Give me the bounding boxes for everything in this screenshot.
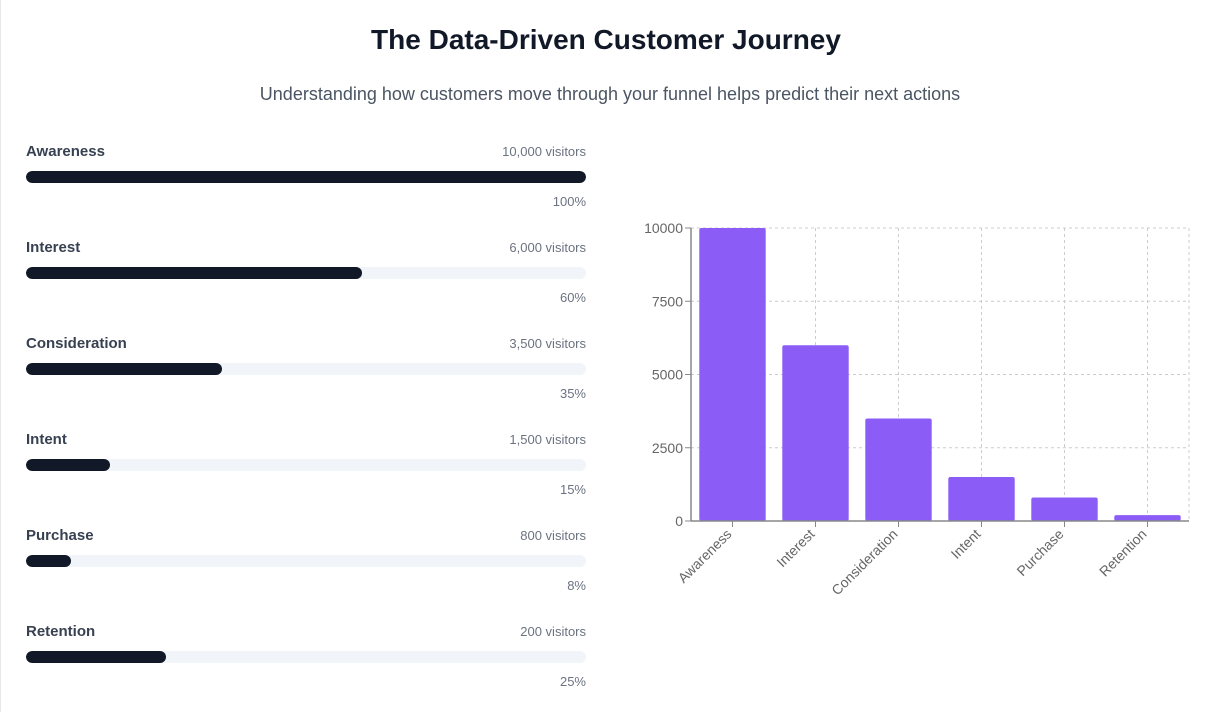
stage-percent: 100%	[552, 194, 586, 209]
funnel-stage: Awareness 10,000 visitors 100%	[26, 143, 586, 239]
progress-track	[26, 651, 586, 663]
bar	[1114, 515, 1181, 521]
x-tick-label: Retention	[1096, 526, 1150, 580]
stage-name: Retention	[26, 623, 96, 640]
stage-percent: 35%	[559, 386, 586, 401]
stage-count: 1,500 visitors	[509, 432, 586, 447]
y-tick-label: 5000	[652, 367, 683, 383]
bar	[1031, 497, 1098, 521]
stage-name: Interest	[26, 239, 81, 256]
progress-fill	[26, 459, 110, 471]
x-tick-label: Consideration	[828, 526, 900, 598]
stage-count: 3,500 visitors	[509, 336, 586, 351]
progress-track	[26, 267, 586, 279]
stage-name: Consideration	[26, 335, 127, 352]
x-tick-label: Purchase	[1013, 526, 1066, 579]
y-tick-label: 10000	[644, 220, 683, 236]
stage-count: 6,000 visitors	[509, 240, 586, 255]
stage-count: 200 visitors	[520, 624, 586, 639]
page-subtitle: Understanding how customers move through…	[259, 84, 961, 104]
x-tick-label: Interest	[773, 526, 817, 570]
page-title: The Data-Driven Customer Journey	[371, 24, 841, 55]
funnel-stages: Awareness 10,000 visitors 100% Interest 6,0…	[26, 143, 586, 719]
bar	[782, 345, 849, 521]
stage-count: 800 visitors	[520, 528, 586, 543]
progress-fill	[26, 555, 71, 567]
progress-track	[26, 555, 586, 567]
progress-fill	[26, 363, 222, 375]
progress-fill	[26, 651, 166, 663]
progress-track	[26, 363, 586, 375]
progress-fill	[26, 267, 362, 279]
funnel-stage: Retention 200 visitors 25%	[26, 623, 586, 719]
funnel-stage: Interest 6,000 visitors 60%	[26, 239, 586, 335]
funnel-stage: Purchase 800 visitors 8%	[26, 527, 586, 623]
y-tick-label: 0	[675, 513, 683, 529]
bar	[948, 477, 1015, 521]
stage-name: Awareness	[26, 143, 105, 160]
stage-percent: 25%	[559, 674, 586, 689]
y-tick-label: 7500	[652, 293, 683, 309]
y-tick-label: 2500	[652, 440, 683, 456]
progress-fill	[26, 171, 586, 183]
stage-percent: 15%	[559, 482, 586, 497]
progress-track	[26, 171, 586, 183]
funnel-stage: Intent 1,500 visitors 15%	[26, 431, 586, 527]
stage-percent: 60%	[559, 290, 586, 305]
bar	[699, 228, 766, 521]
bar	[865, 418, 932, 521]
stage-name: Intent	[26, 431, 67, 448]
x-tick-label: Intent	[948, 526, 984, 562]
funnel-stage: Consideration 3,500 visitors 35%	[26, 335, 586, 431]
stage-name: Purchase	[26, 527, 94, 544]
x-tick-label: Awareness	[675, 526, 735, 586]
progress-track	[26, 459, 586, 471]
bar-chart: 0 2500 5000 7500 10000 Awareness Interest Consi…	[644, 220, 1190, 598]
stage-count: 10,000 visitors	[502, 144, 586, 159]
stage-percent: 8%	[567, 578, 586, 593]
